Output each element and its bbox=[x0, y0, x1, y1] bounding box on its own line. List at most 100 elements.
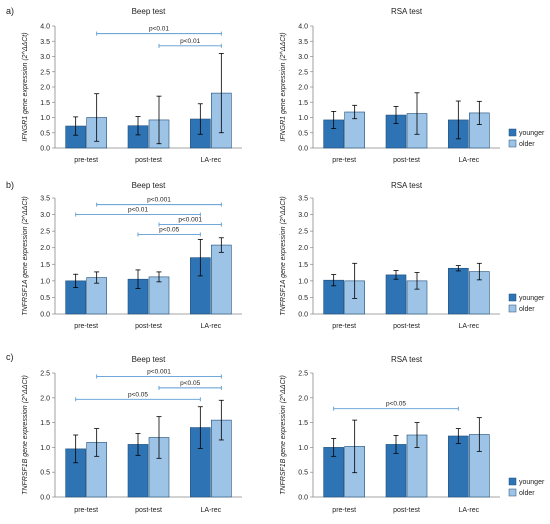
legend-label-younger: younger bbox=[519, 130, 545, 137]
y-tick-label: 1.0 bbox=[40, 445, 50, 452]
y-tick-label: 0.5 bbox=[40, 295, 50, 302]
y-tick-label: 2.0 bbox=[40, 395, 50, 402]
y-axis-label: TNFRSF1A gene expression (2^ΔΔCt) bbox=[22, 196, 29, 315]
chart-panel-1: a) Beep test 0.0 0.5 1.0 1.5 2.0 2.5 3.0 3.5 4.0 IF… bbox=[6, 6, 242, 164]
panel-label: b) bbox=[6, 180, 14, 190]
legend-swatch-older bbox=[508, 304, 517, 313]
x-tick-label: post-test bbox=[135, 157, 162, 164]
chart-title: Beep test bbox=[132, 355, 167, 364]
y-tick-label: 3.0 bbox=[40, 212, 50, 219]
y-tick-label: 1.5 bbox=[40, 100, 50, 107]
y-tick-label: 2.5 bbox=[298, 229, 308, 236]
y-tick-label: 1.5 bbox=[40, 262, 50, 269]
y-tick-label: 0.5 bbox=[40, 130, 50, 137]
y-tick-label: 0.0 bbox=[40, 495, 50, 502]
y-tick-label: 1.0 bbox=[298, 278, 308, 285]
y-tick-label: 4.0 bbox=[298, 24, 308, 31]
legend-swatch-older bbox=[508, 139, 517, 148]
y-tick-label: 2.5 bbox=[40, 69, 50, 76]
y-tick-label: 0.0 bbox=[40, 312, 50, 319]
significance-label: p<0.01 bbox=[128, 207, 148, 214]
y-tick-label: 3.0 bbox=[298, 54, 308, 61]
legend-swatch-older bbox=[508, 488, 517, 497]
y-tick-label: 0.5 bbox=[298, 470, 308, 477]
y-tick-label: 3.0 bbox=[40, 54, 50, 61]
legend-label-older: older bbox=[519, 306, 535, 313]
y-tick-label: 2.0 bbox=[40, 85, 50, 92]
y-axis-label: IFNGR1 gene expression (2^ΔΔCt) bbox=[280, 32, 287, 141]
significance-label: p<0.05 bbox=[386, 401, 406, 408]
x-tick-label: pre-test bbox=[74, 323, 98, 330]
y-tick-label: 1.5 bbox=[40, 420, 50, 427]
chart-title: RSA test bbox=[391, 181, 423, 190]
y-tick-label: 0.5 bbox=[40, 470, 50, 477]
y-tick-label: 3.5 bbox=[298, 39, 308, 46]
bar-younger-LA-rec bbox=[448, 435, 469, 498]
x-tick-label: pre-test bbox=[74, 157, 98, 164]
legend: younger older bbox=[508, 477, 545, 497]
y-tick-label: 3.0 bbox=[298, 212, 308, 219]
y-tick-label: 3.5 bbox=[298, 196, 308, 203]
y-tick-label: 3.5 bbox=[40, 196, 50, 203]
y-tick-label: 0.0 bbox=[298, 146, 308, 153]
legend-label-younger: younger bbox=[519, 295, 545, 302]
bar-older-LA-rec bbox=[211, 244, 232, 315]
y-tick-label: 0.5 bbox=[298, 295, 308, 302]
significance-label: p<0.001 bbox=[147, 197, 171, 204]
y-tick-label: 1.5 bbox=[298, 100, 308, 107]
significance-label: p<0.001 bbox=[178, 217, 202, 224]
significance-label: p<0.05 bbox=[159, 226, 179, 233]
x-tick-label: pre-test bbox=[332, 323, 356, 330]
x-tick-label: post-test bbox=[393, 323, 420, 330]
chart-panel-2: RSA test 0.0 0.5 1.0 1.5 2.0 2.5 3.0 3.5 4.0 IFNGR… bbox=[280, 7, 545, 164]
chart-title: RSA test bbox=[391, 355, 423, 364]
y-tick-label: 2.0 bbox=[298, 85, 308, 92]
y-tick-label: 0.0 bbox=[298, 495, 308, 502]
x-tick-label: post-test bbox=[393, 507, 420, 514]
significance-label: p<0.01 bbox=[149, 26, 169, 33]
x-tick-label: post-test bbox=[393, 157, 420, 164]
x-tick-label: LA-rec bbox=[459, 323, 480, 330]
y-tick-label: 2.0 bbox=[298, 395, 308, 402]
chart-panel-6: RSA test 0.0 0.5 1.0 1.5 2.0 2.5 TNFRSF1B gene … bbox=[280, 355, 545, 514]
legend: younger older bbox=[508, 128, 545, 148]
x-tick-label: pre-test bbox=[74, 507, 98, 514]
legend-label-younger: younger bbox=[519, 479, 545, 486]
chart-title: RSA test bbox=[391, 7, 423, 16]
y-tick-label: 2.5 bbox=[40, 371, 50, 378]
y-tick-label: 1.5 bbox=[298, 262, 308, 269]
y-axis-label: IFNGR1 gene expression (2^ΔΔCt) bbox=[22, 32, 29, 141]
x-tick-label: pre-test bbox=[332, 507, 356, 514]
y-tick-label: 2.5 bbox=[298, 371, 308, 378]
significance-label: p<0.01 bbox=[180, 38, 200, 45]
bar-older-post-test bbox=[148, 276, 170, 315]
y-tick-label: 1.0 bbox=[298, 115, 308, 122]
chart-title: Beep test bbox=[132, 181, 167, 190]
legend-swatch-younger bbox=[508, 293, 517, 302]
legend-swatch-younger bbox=[508, 128, 517, 137]
y-tick-label: 4.0 bbox=[40, 24, 50, 31]
significance-label: p<0.001 bbox=[147, 368, 171, 375]
significance-label: p<0.05 bbox=[180, 380, 200, 387]
bar-younger-post-test bbox=[385, 274, 407, 315]
panel-label: a) bbox=[6, 6, 14, 16]
y-axis-label: TNFRSF1B gene expression (2^ΔΔCt) bbox=[280, 375, 287, 495]
legend: younger older bbox=[508, 293, 545, 313]
y-axis-label: TNFRSF1B gene expression (2^ΔΔCt) bbox=[22, 375, 29, 495]
chart-panel-3: b) Beep test 0.0 0.5 1.0 1.5 2.0 2.5 3.0 3.5 TNFRS… bbox=[6, 180, 242, 330]
x-tick-label: post-test bbox=[135, 507, 162, 514]
y-tick-label: 1.5 bbox=[298, 420, 308, 427]
x-tick-label: LA-rec bbox=[201, 157, 222, 164]
y-tick-label: 1.0 bbox=[298, 445, 308, 452]
y-tick-label: 1.0 bbox=[40, 278, 50, 285]
chart-title: Beep test bbox=[132, 7, 167, 16]
y-tick-label: 2.5 bbox=[40, 229, 50, 236]
x-tick-label: pre-test bbox=[332, 157, 356, 164]
legend-label-older: older bbox=[519, 141, 535, 148]
y-tick-label: 3.5 bbox=[40, 39, 50, 46]
panel-label: c) bbox=[6, 352, 14, 362]
x-tick-label: LA-rec bbox=[459, 507, 480, 514]
chart-panel-5: c) Beep test 0.0 0.5 1.0 1.5 2.0 2.5 TNFRSF1B ge… bbox=[6, 352, 242, 514]
x-tick-label: LA-rec bbox=[459, 157, 480, 164]
